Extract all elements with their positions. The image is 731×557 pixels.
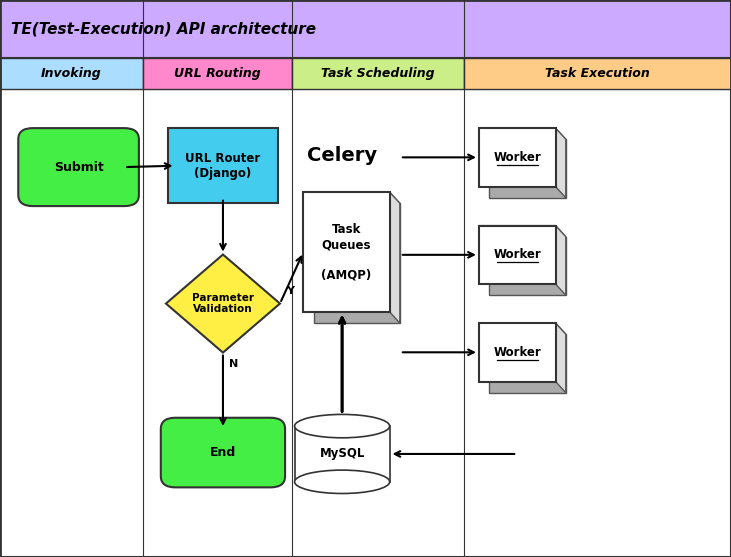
Text: TE(Test-Execution) API architecture: TE(Test-Execution) API architecture <box>11 22 316 37</box>
FancyBboxPatch shape <box>0 58 143 89</box>
Text: Y: Y <box>286 286 294 296</box>
Text: Invoking: Invoking <box>41 67 102 80</box>
FancyBboxPatch shape <box>143 58 292 89</box>
Text: Worker: Worker <box>493 151 541 164</box>
Ellipse shape <box>295 414 390 438</box>
Polygon shape <box>166 255 280 353</box>
Text: Celery: Celery <box>307 146 377 165</box>
FancyBboxPatch shape <box>0 0 731 58</box>
Text: Submit: Submit <box>53 160 104 174</box>
Text: Worker: Worker <box>493 248 541 261</box>
FancyBboxPatch shape <box>489 139 566 198</box>
FancyBboxPatch shape <box>314 203 400 323</box>
Polygon shape <box>479 323 566 334</box>
Text: Parameter
Validation: Parameter Validation <box>192 293 254 314</box>
Text: URL Routing: URL Routing <box>174 67 261 80</box>
Polygon shape <box>556 323 566 393</box>
Text: MySQL: MySQL <box>319 447 365 461</box>
Polygon shape <box>556 226 566 295</box>
Text: Task Scheduling: Task Scheduling <box>322 67 435 80</box>
FancyBboxPatch shape <box>489 237 566 295</box>
Text: Worker: Worker <box>493 346 541 359</box>
FancyBboxPatch shape <box>168 128 278 203</box>
Polygon shape <box>390 192 400 323</box>
FancyBboxPatch shape <box>479 323 556 382</box>
Text: End: End <box>210 446 236 459</box>
Text: URL Router
(Django): URL Router (Django) <box>186 152 260 180</box>
Ellipse shape <box>295 470 390 494</box>
FancyBboxPatch shape <box>292 58 464 89</box>
Text: Task
Queues

(AMQP): Task Queues (AMQP) <box>322 223 371 281</box>
FancyBboxPatch shape <box>18 128 139 206</box>
FancyBboxPatch shape <box>479 128 556 187</box>
Polygon shape <box>303 192 400 203</box>
FancyBboxPatch shape <box>489 334 566 393</box>
Polygon shape <box>556 128 566 198</box>
Polygon shape <box>479 226 566 237</box>
FancyBboxPatch shape <box>0 89 731 557</box>
FancyBboxPatch shape <box>479 226 556 284</box>
Text: N: N <box>229 359 238 369</box>
FancyBboxPatch shape <box>295 426 390 482</box>
Polygon shape <box>479 128 566 139</box>
FancyBboxPatch shape <box>161 418 285 487</box>
Text: Task Execution: Task Execution <box>545 67 650 80</box>
FancyBboxPatch shape <box>303 192 390 312</box>
FancyBboxPatch shape <box>464 58 731 89</box>
